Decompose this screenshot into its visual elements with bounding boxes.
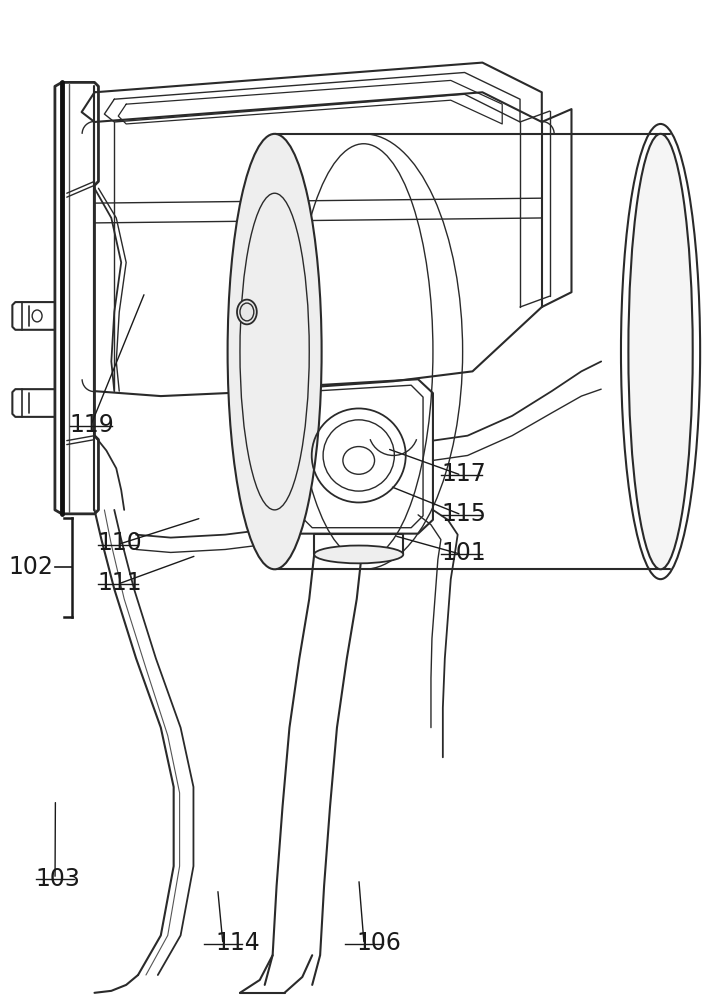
- Text: 106: 106: [356, 931, 401, 955]
- Text: 117: 117: [441, 462, 486, 486]
- Ellipse shape: [227, 134, 322, 569]
- Text: 120: 120: [267, 353, 312, 377]
- Text: 101: 101: [441, 541, 486, 565]
- Text: 103: 103: [36, 867, 81, 891]
- Text: 115: 115: [441, 502, 486, 526]
- Ellipse shape: [314, 546, 404, 563]
- Text: 102: 102: [9, 555, 53, 579]
- Ellipse shape: [628, 134, 693, 569]
- Ellipse shape: [237, 300, 257, 324]
- Text: 119: 119: [69, 413, 114, 437]
- Text: 110: 110: [98, 531, 143, 555]
- Text: 114: 114: [215, 931, 260, 955]
- Text: 111: 111: [98, 571, 143, 595]
